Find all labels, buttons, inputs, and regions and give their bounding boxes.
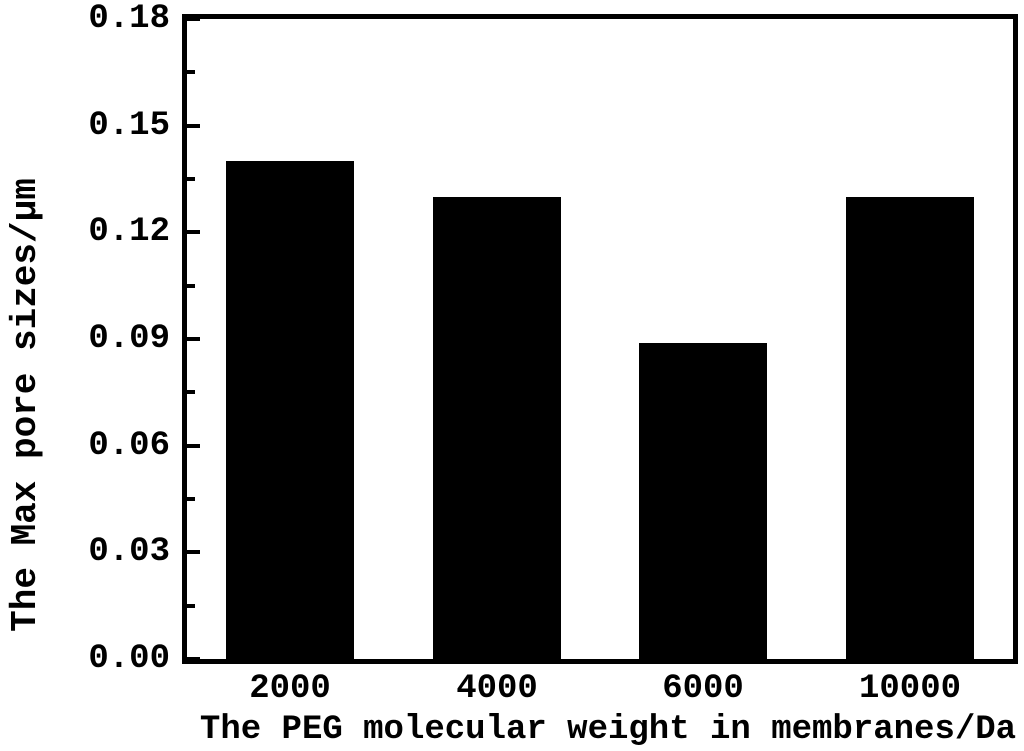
y-minor-tick <box>187 497 195 501</box>
y-major-tick <box>187 17 200 21</box>
bar-4000 <box>433 197 561 659</box>
y-tick-label: 0.12 <box>88 213 170 251</box>
y-tick-label: 0.15 <box>88 107 170 145</box>
y-tick-label: 0.00 <box>88 640 170 678</box>
y-tick-label: 0.18 <box>88 0 170 38</box>
y-major-tick <box>187 657 200 661</box>
y-tick-label: 0.06 <box>88 427 170 465</box>
plot-area <box>182 14 1018 664</box>
x-tick-label: 2000 <box>249 670 331 708</box>
y-major-tick <box>187 230 200 234</box>
bar-6000 <box>639 343 767 659</box>
y-major-tick <box>187 124 200 128</box>
x-tick-label: 10000 <box>858 670 962 708</box>
bar-10000 <box>846 197 974 659</box>
x-axis-title: The PEG molecular weight in membranes/Da <box>199 711 1017 749</box>
x-tick-label: 4000 <box>456 670 538 708</box>
x-tick-label: 6000 <box>662 670 744 708</box>
y-major-tick <box>187 550 200 554</box>
y-minor-tick <box>187 604 195 608</box>
y-minor-tick <box>187 177 195 181</box>
y-minor-tick <box>187 390 195 394</box>
y-tick-label: 0.03 <box>88 533 170 571</box>
bar-2000 <box>226 161 354 659</box>
y-minor-tick <box>187 70 195 74</box>
y-minor-tick <box>187 284 195 288</box>
y-major-tick <box>187 337 200 341</box>
y-major-tick <box>187 444 200 448</box>
y-tick-label: 0.09 <box>88 320 170 358</box>
